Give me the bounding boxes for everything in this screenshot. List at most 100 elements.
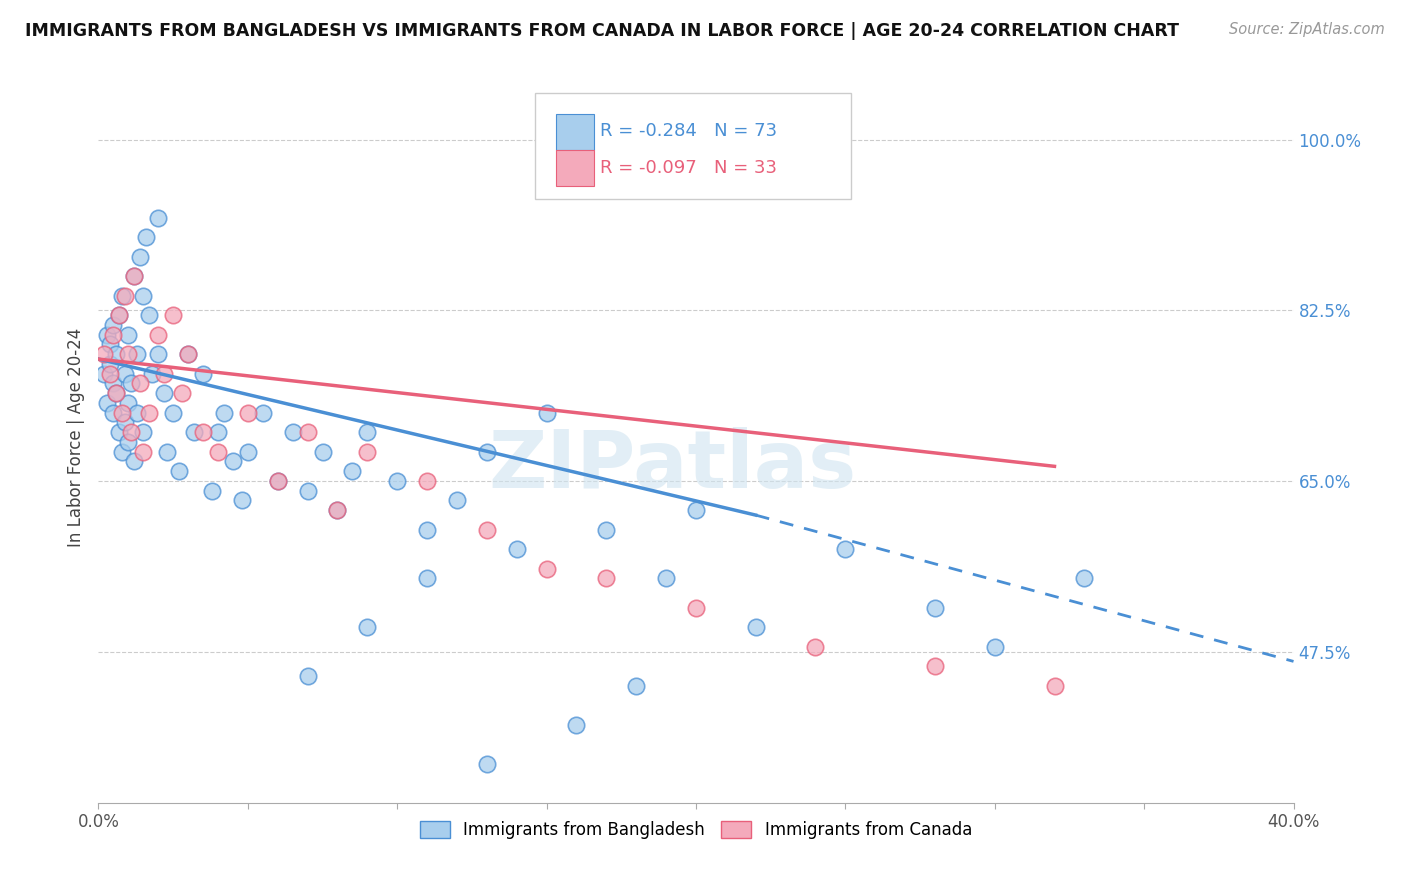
Point: [595, 523, 617, 537]
Point: [475, 523, 498, 537]
Text: IMMIGRANTS FROM BANGLADESH VS IMMIGRANTS FROM CANADA IN LABOR FORCE | AGE 20-24 : IMMIGRANTS FROM BANGLADESH VS IMMIGRANTS…: [25, 22, 1180, 40]
Point: [98, 337, 122, 351]
Point: [129, 376, 152, 391]
Point: [111, 444, 134, 458]
Point: [108, 425, 131, 440]
Point: [93, 367, 115, 381]
Point: [385, 474, 409, 488]
Point: [138, 406, 160, 420]
Point: [236, 406, 259, 420]
Point: [162, 406, 184, 420]
Point: [138, 308, 160, 322]
Point: [103, 376, 125, 391]
Point: [207, 425, 229, 440]
Point: [356, 620, 378, 634]
Point: [565, 718, 588, 732]
Point: [475, 756, 498, 771]
FancyBboxPatch shape: [557, 151, 595, 186]
Point: [124, 269, 146, 284]
Point: [148, 347, 170, 361]
Point: [114, 367, 136, 381]
Point: [446, 493, 468, 508]
Point: [536, 562, 558, 576]
Point: [416, 572, 439, 586]
Point: [96, 396, 118, 410]
Point: [117, 396, 139, 410]
Point: [153, 386, 176, 401]
Point: [120, 376, 142, 391]
Point: [416, 474, 439, 488]
Point: [117, 347, 139, 361]
Point: [111, 406, 134, 420]
Legend: Immigrants from Bangladesh, Immigrants from Canada: Immigrants from Bangladesh, Immigrants f…: [413, 814, 979, 846]
Point: [267, 474, 290, 488]
Point: [129, 250, 152, 264]
Point: [506, 542, 529, 557]
Point: [191, 367, 214, 381]
Point: [172, 386, 194, 401]
Point: [595, 572, 617, 586]
Point: [127, 347, 149, 361]
Point: [834, 542, 856, 557]
Point: [236, 444, 259, 458]
Point: [342, 464, 364, 478]
Point: [356, 444, 378, 458]
Point: [93, 347, 115, 361]
Y-axis label: In Labor Force | Age 20-24: In Labor Force | Age 20-24: [66, 327, 84, 547]
Point: [222, 454, 245, 468]
Point: [108, 308, 131, 322]
Point: [924, 600, 946, 615]
Point: [117, 327, 139, 342]
Point: [326, 503, 349, 517]
Point: [148, 211, 170, 225]
Point: [267, 474, 290, 488]
Point: [984, 640, 1007, 654]
FancyBboxPatch shape: [534, 94, 852, 200]
Point: [1073, 572, 1095, 586]
Point: [177, 347, 200, 361]
Point: [252, 406, 274, 420]
Point: [201, 483, 224, 498]
Point: [804, 640, 827, 654]
Point: [105, 386, 128, 401]
Point: [231, 493, 253, 508]
Point: [98, 357, 122, 371]
Point: [536, 406, 558, 420]
Point: [281, 425, 304, 440]
Point: [108, 308, 131, 322]
Point: [191, 425, 214, 440]
Point: [655, 572, 678, 586]
Point: [103, 327, 125, 342]
Point: [111, 288, 134, 302]
Point: [1043, 679, 1066, 693]
Point: [141, 367, 163, 381]
Point: [156, 444, 179, 458]
Point: [924, 659, 946, 673]
Point: [98, 367, 122, 381]
Point: [124, 454, 146, 468]
Point: [212, 406, 235, 420]
Point: [626, 679, 648, 693]
Point: [153, 367, 176, 381]
Point: [167, 464, 190, 478]
FancyBboxPatch shape: [557, 114, 595, 150]
Point: [475, 444, 498, 458]
Point: [132, 425, 155, 440]
Point: [207, 444, 229, 458]
Point: [96, 327, 118, 342]
Point: [117, 434, 139, 449]
Text: R = -0.284   N = 73: R = -0.284 N = 73: [600, 122, 778, 140]
Point: [356, 425, 378, 440]
Text: R = -0.097   N = 33: R = -0.097 N = 33: [600, 159, 778, 177]
Point: [105, 347, 128, 361]
Text: Source: ZipAtlas.com: Source: ZipAtlas.com: [1229, 22, 1385, 37]
Point: [685, 600, 707, 615]
Point: [183, 425, 205, 440]
Point: [103, 318, 125, 332]
Point: [177, 347, 200, 361]
Point: [132, 288, 155, 302]
Point: [162, 308, 184, 322]
Point: [745, 620, 768, 634]
Point: [685, 503, 707, 517]
Point: [127, 406, 149, 420]
